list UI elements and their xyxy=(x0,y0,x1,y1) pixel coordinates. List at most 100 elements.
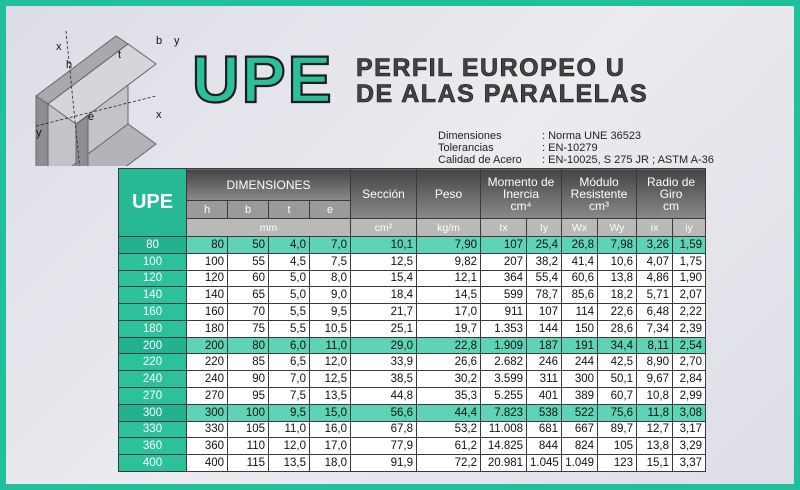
spec-value: : Norma UNE 36523 xyxy=(542,130,642,142)
cell: 56,6 xyxy=(350,403,418,422)
cell: 70 xyxy=(227,303,269,321)
cell: 2,70 xyxy=(672,353,707,372)
cell: 3.599 xyxy=(480,370,528,389)
unit: mm xyxy=(185,218,352,237)
cell: 38,2 xyxy=(526,252,563,271)
cell: 100 xyxy=(227,403,269,422)
cell: 300 xyxy=(561,370,599,389)
cell: 61,2 xyxy=(416,437,482,456)
cell: 105 xyxy=(227,420,269,439)
cell: 9,67 xyxy=(636,370,674,389)
units-row: mm cm² kg/m Ix Iy Wx Wy ix iy xyxy=(119,218,707,237)
cell: 311 xyxy=(526,370,563,389)
cell: 3,29 xyxy=(672,437,707,456)
cell: 140 xyxy=(186,286,228,305)
cell: 844 xyxy=(526,437,563,456)
cell: 401 xyxy=(526,387,563,405)
cell: 90 xyxy=(227,370,269,389)
cell: 10,1 xyxy=(350,236,418,254)
cell: 6,0 xyxy=(268,336,310,355)
cell: 389 xyxy=(561,387,599,405)
cell: 17,0 xyxy=(416,303,482,321)
cell: 35,3 xyxy=(416,387,482,405)
cell: 7,34 xyxy=(636,319,674,338)
column-header: iy xyxy=(672,218,707,237)
data-row: 330 330 105 11,0 16,0 67,8 53,2 11.008 681 667 89,… xyxy=(118,420,707,439)
cell: 538 xyxy=(526,403,563,422)
profile: 160 xyxy=(118,303,187,321)
profile: 80 xyxy=(118,236,187,254)
cell: 9,82 xyxy=(416,252,482,271)
column-header: e xyxy=(308,200,352,219)
cell: 18,4 xyxy=(350,286,418,305)
cell: 2,22 xyxy=(672,303,707,321)
cell: 2,07 xyxy=(672,286,707,305)
cell: 10,8 xyxy=(636,387,674,405)
cell: 22,8 xyxy=(416,336,482,355)
cell: 11,0 xyxy=(308,336,352,355)
profile: 100 xyxy=(118,252,187,271)
cell: 14,5 xyxy=(416,286,482,305)
column-header: ix xyxy=(636,218,674,237)
diagram-label: x xyxy=(156,109,162,121)
cell: 2,84 xyxy=(672,370,707,389)
cell: 12,7 xyxy=(636,420,674,439)
cell: 330 xyxy=(186,420,228,439)
group-header: DIMENSIONES xyxy=(185,168,352,201)
data-row: 160 160 70 5,5 9,5 21,7 17,0 911 107 114 22,6 6,48 2… xyxy=(118,303,707,321)
cell: 12,5 xyxy=(350,252,418,271)
cell: 107 xyxy=(526,303,563,321)
cell: 13,5 xyxy=(268,454,310,472)
cell: 105 xyxy=(597,437,638,456)
cell: 75,6 xyxy=(597,403,638,422)
cell: 25,4 xyxy=(526,236,563,254)
spec-key: Tolerancias xyxy=(438,142,494,154)
cell: 100 xyxy=(186,252,228,271)
data-row: 120 120 60 5,0 8,0 15,4 12,1 364 55,4 60,6 13,8 4,8… xyxy=(118,269,707,288)
cell: 17,0 xyxy=(308,437,352,456)
cell: 13,8 xyxy=(636,437,674,456)
cell: 180 xyxy=(186,319,228,338)
cell: 75 xyxy=(227,319,269,338)
cell: 30,2 xyxy=(416,370,482,389)
cell: 4,07 xyxy=(636,252,674,271)
cell: 44,8 xyxy=(350,387,418,405)
cell: 191 xyxy=(561,336,599,355)
cell: 11.008 xyxy=(480,420,528,439)
cell: 5,5 xyxy=(268,303,310,321)
cell: 60 xyxy=(227,269,269,288)
header-text: Momento de Inercia xyxy=(487,174,555,201)
cell: 2,99 xyxy=(672,387,707,405)
data-row: 300 300 100 9,5 15,0 56,6 44,4 7.823 538 522 75,6 1… xyxy=(118,403,707,422)
cell: 1.045 xyxy=(526,454,563,472)
cell: 244 xyxy=(561,353,599,372)
cell: 667 xyxy=(561,420,599,439)
spec-key: Dimensiones xyxy=(438,130,502,142)
spec-row: Dimensiones : Norma UNE 36523 xyxy=(438,130,714,142)
cell: 160 xyxy=(186,303,228,321)
profile: 330 xyxy=(118,420,187,439)
cell: 270 xyxy=(186,387,228,405)
cell: 9,0 xyxy=(308,286,352,305)
diagram-label: x xyxy=(56,41,62,53)
cell: 11,0 xyxy=(268,420,310,439)
cell: 144 xyxy=(526,319,563,338)
cell: 2,39 xyxy=(672,319,707,338)
cell: 8,90 xyxy=(636,353,674,372)
cell: 115 xyxy=(227,454,269,472)
header-text: cm³ xyxy=(589,198,610,213)
cell: 3,37 xyxy=(672,454,707,472)
cell: 150 xyxy=(561,319,599,338)
header-text: Módulo Resistente xyxy=(570,174,628,201)
header-row: UPE DIMENSIONES Sección Peso Momento de Iner… xyxy=(118,168,707,237)
spec-value: : EN-10025, S 275 JR ; ASTM A-36 xyxy=(542,154,714,166)
cell: 50 xyxy=(227,236,269,254)
cell: 5,0 xyxy=(268,269,310,288)
cell: 28,6 xyxy=(597,319,638,338)
cell: 1.353 xyxy=(480,319,528,338)
cell: 5.255 xyxy=(480,387,528,405)
cell: 42,5 xyxy=(597,353,638,372)
cell: 15,1 xyxy=(636,454,674,472)
cell: 72,2 xyxy=(416,454,482,472)
